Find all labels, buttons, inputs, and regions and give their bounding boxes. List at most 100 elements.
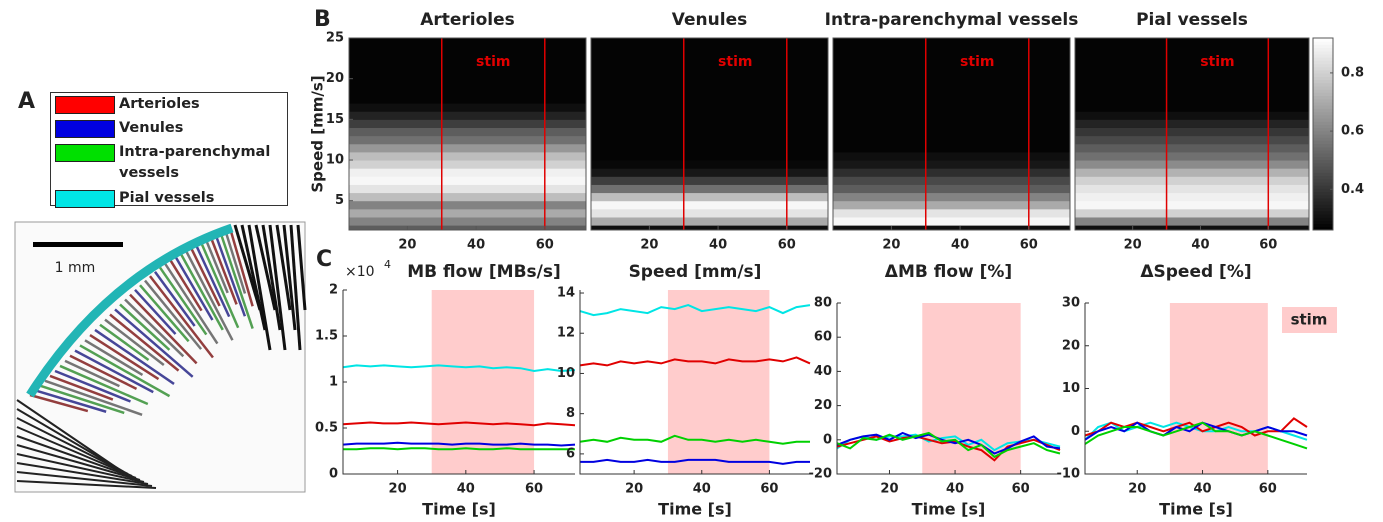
colorbar-strip — [1313, 146, 1333, 151]
vessel-image — [14, 221, 307, 493]
series-line — [343, 447, 575, 451]
heatmap-cell — [833, 103, 1070, 112]
series-line — [1084, 421, 1308, 441]
vessel-stroke — [99, 323, 150, 362]
heatmap-cell — [349, 184, 586, 194]
colorbar-strip — [1313, 134, 1333, 138]
chart-title: Speed [mm/s] — [629, 262, 762, 282]
y-multiplier-exponent: 4 — [384, 258, 391, 271]
heatmap-cell — [833, 86, 1070, 96]
colorbar-strip — [1313, 38, 1333, 42]
panel-label: A — [18, 89, 35, 114]
heatmap-cell — [833, 94, 1070, 104]
colorbar-strip — [1313, 198, 1333, 202]
heatmap-cell — [349, 38, 586, 47]
heatmap-cell — [591, 86, 828, 96]
heatmap-cell — [591, 151, 828, 161]
vessel-stroke — [163, 262, 219, 345]
heatmap-cell — [1075, 184, 1309, 194]
vessel-stroke — [89, 334, 160, 381]
x-tick-label: 40 — [1193, 482, 1211, 497]
colorbar-strip — [1313, 57, 1333, 61]
x-tick-label: 40 — [951, 238, 969, 253]
heatmap-cell — [1075, 168, 1309, 177]
heatmap-cell — [1075, 127, 1309, 137]
stim-label: stim — [476, 54, 510, 70]
y-tick-label: 1.5 — [315, 329, 338, 344]
colorbar-strip — [1313, 118, 1333, 122]
heatmap-cell — [833, 225, 1070, 231]
colorbar-strip — [1313, 210, 1333, 215]
y-tick-label: 0 — [329, 467, 338, 482]
colorbar-strip — [1313, 98, 1333, 103]
colorbar-strip — [1313, 89, 1333, 93]
heatmap-cell — [591, 54, 828, 63]
vessel-stroke — [44, 379, 143, 416]
heatmap-cell — [1075, 62, 1309, 72]
vessel-stroke — [254, 224, 277, 311]
heatmap-cell — [349, 151, 586, 161]
heatmap-cell — [591, 135, 828, 145]
heatmap-cell — [591, 160, 828, 169]
colorbar-strip — [1313, 159, 1333, 164]
series-line — [579, 304, 811, 317]
heatmap-cell — [349, 200, 586, 210]
x-tick-label: 60 — [760, 482, 778, 497]
series-line — [342, 364, 576, 373]
heatmap-cell — [591, 168, 828, 177]
colorbar-strip — [1313, 191, 1333, 196]
vessel-stroke — [233, 224, 262, 311]
heatmap-cell — [1075, 38, 1309, 47]
panel-label: C — [316, 247, 332, 272]
heatmap-cell — [833, 192, 1070, 202]
x-tick-label: 60 — [1020, 238, 1038, 253]
x-tick-label: 20 — [640, 238, 658, 253]
stim-shading — [431, 290, 535, 474]
heatmap-cell — [349, 119, 586, 128]
axes — [579, 290, 810, 475]
heatmap-cell — [1075, 103, 1309, 112]
heatmap-cell — [833, 160, 1070, 169]
vessel-stroke — [198, 239, 240, 329]
heatmap-cell — [833, 168, 1070, 177]
colorbar-strip — [1313, 70, 1333, 74]
vessel-stroke — [240, 224, 267, 331]
heatmap-cell — [833, 46, 1070, 55]
vessel-stroke — [84, 339, 144, 377]
vessel-stroke — [16, 417, 129, 475]
vessel-stroke — [59, 364, 149, 406]
legend-swatch — [55, 96, 115, 114]
x-tick-label: 60 — [1259, 238, 1277, 253]
plot-frame — [590, 37, 829, 231]
x-tick-label: 60 — [525, 482, 543, 497]
heatmap-cell — [1075, 111, 1309, 120]
heatmap-cell — [1075, 192, 1309, 202]
vessel-stroke — [208, 234, 238, 305]
heatmap-cell — [591, 208, 828, 218]
heatmap-cell — [349, 208, 586, 218]
heatmap-cell — [591, 192, 828, 202]
heatmap-cell — [1075, 78, 1309, 88]
stim-label: stim — [718, 54, 752, 70]
chart-title: MB flow [MBs/s] — [407, 262, 561, 282]
heatmap-cell — [833, 200, 1070, 210]
colorbar-strip — [1313, 162, 1333, 167]
heatmap-cell — [591, 78, 828, 88]
legend-swatch — [55, 120, 115, 138]
heatmap-cell — [591, 111, 828, 120]
heatmap-cell — [1075, 143, 1309, 153]
colorbar-strip — [1313, 105, 1333, 109]
legend-swatch — [55, 190, 115, 208]
plot-frame — [348, 37, 587, 231]
vessel-stroke — [247, 224, 272, 351]
colorbar-strip — [1313, 194, 1333, 199]
y-tick-label: 1 — [329, 375, 338, 390]
chart-title: Intra-parenchymal vessels — [825, 10, 1079, 30]
heatmap-cell — [349, 225, 586, 231]
heatmap-cell — [833, 216, 1070, 226]
legend-swatch — [55, 144, 115, 162]
vessel-stroke — [16, 453, 145, 483]
heatmap-cell — [833, 143, 1070, 153]
vessel-stroke — [178, 251, 224, 331]
colorbar-strip — [1313, 102, 1333, 106]
